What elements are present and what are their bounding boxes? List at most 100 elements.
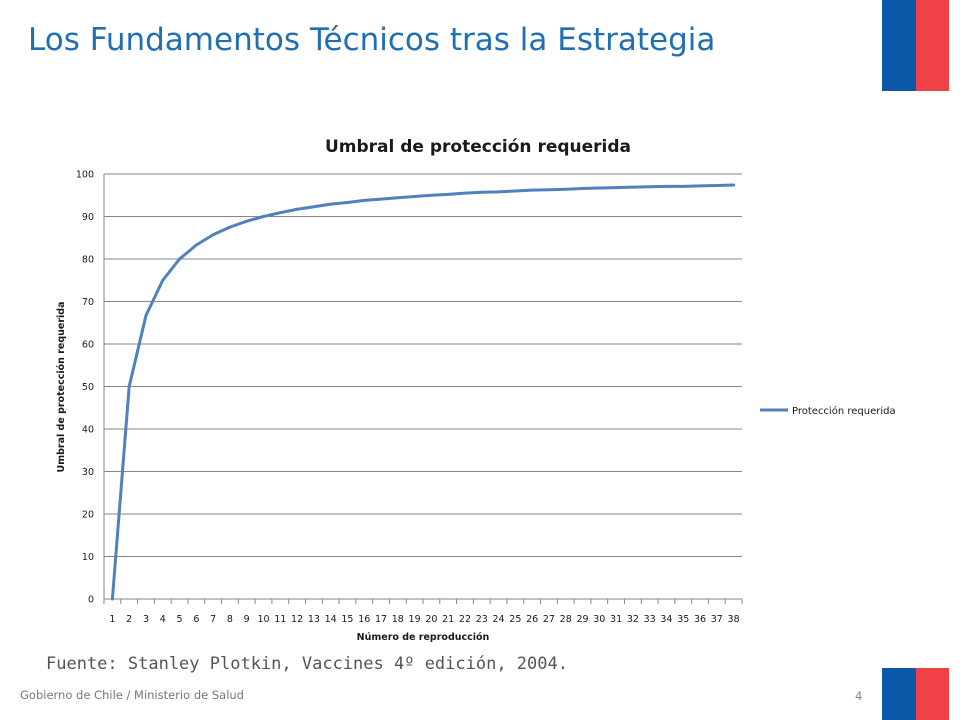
x-tick-label: 15 bbox=[341, 614, 353, 625]
x-tick-label: 6 bbox=[193, 614, 199, 625]
x-tick-label: 1 bbox=[109, 614, 115, 625]
x-tick-label: 36 bbox=[694, 614, 706, 625]
x-tick-label: 35 bbox=[677, 614, 689, 625]
data-point bbox=[715, 184, 719, 187]
y-axis-label: Umbral de protección requerida bbox=[56, 301, 67, 472]
x-tick-label: 17 bbox=[375, 614, 387, 625]
data-point bbox=[614, 186, 618, 190]
data-point bbox=[379, 197, 383, 201]
legend: Protección requerida bbox=[760, 405, 896, 417]
data-point bbox=[698, 184, 702, 188]
data-point bbox=[161, 278, 165, 282]
x-tick-label: 23 bbox=[476, 614, 488, 625]
data-point bbox=[631, 185, 635, 189]
data-point bbox=[262, 215, 265, 218]
x-tick-label: 18 bbox=[392, 614, 404, 625]
data-point bbox=[597, 186, 601, 190]
data-point bbox=[463, 191, 467, 195]
data-point bbox=[648, 185, 652, 189]
page-number: 4 bbox=[855, 689, 863, 703]
data-point bbox=[194, 243, 198, 247]
x-tick-label: 13 bbox=[308, 614, 320, 625]
data-point bbox=[581, 187, 584, 190]
y-tick-label: 80 bbox=[82, 255, 94, 266]
data-point bbox=[396, 196, 400, 200]
x-tick-label: 34 bbox=[660, 614, 672, 625]
x-tick-label: 4 bbox=[160, 614, 166, 625]
x-tick-label: 3 bbox=[143, 614, 149, 625]
chart-title: Umbral de protección requerida bbox=[325, 137, 631, 157]
legend-label: Protección requerida bbox=[792, 405, 896, 417]
data-point bbox=[329, 202, 333, 206]
gridlines bbox=[103, 173, 743, 604]
data-point bbox=[312, 205, 316, 209]
x-tick-label: 20 bbox=[425, 614, 437, 625]
data-point bbox=[732, 183, 736, 187]
x-tick-label: 8 bbox=[227, 614, 233, 625]
x-axis-label: Número de reproducción bbox=[357, 632, 490, 643]
x-tick-label: 33 bbox=[644, 614, 656, 625]
x-tick-label: 5 bbox=[177, 614, 183, 625]
x-tick-label: 2 bbox=[126, 614, 132, 625]
y-tick-label: 40 bbox=[82, 425, 94, 436]
data-point bbox=[144, 314, 148, 317]
x-tick-label: 28 bbox=[560, 614, 572, 625]
y-tick-label: 100 bbox=[76, 170, 94, 181]
x-axis-ticks: 1 2 3 4 5 6 7 8 9 10 11 12 13 14 15 16 17 18 19 20 21 22 23 24 2… bbox=[109, 614, 739, 625]
x-tick-label: 19 bbox=[409, 614, 421, 625]
x-tick-label: 16 bbox=[358, 614, 370, 625]
x-tick-label: 21 bbox=[442, 614, 454, 625]
flag-red-band bbox=[916, 668, 949, 720]
x-tick-label: 32 bbox=[627, 614, 639, 625]
data-point bbox=[178, 257, 181, 261]
data-point bbox=[446, 193, 450, 196]
data-point bbox=[413, 195, 417, 198]
flag-blue-band bbox=[882, 668, 916, 720]
chile-flag-stripe-top bbox=[882, 0, 949, 91]
data-point bbox=[547, 188, 551, 192]
y-tick-label: 60 bbox=[82, 340, 94, 351]
data-point bbox=[681, 184, 685, 188]
x-tick-label: 37 bbox=[711, 614, 723, 625]
x-tick-label: 11 bbox=[274, 614, 286, 625]
x-tick-label: 9 bbox=[244, 614, 250, 625]
data-point bbox=[480, 190, 484, 194]
y-tick-label: 70 bbox=[82, 297, 94, 308]
data-point bbox=[110, 597, 114, 601]
data-point bbox=[295, 207, 299, 211]
slide-title: Los Fundamentos Técnicos tras la Estrate… bbox=[28, 22, 716, 58]
data-point bbox=[513, 189, 517, 193]
x-tick-label: 31 bbox=[610, 614, 622, 625]
x-tick-label: 22 bbox=[459, 614, 471, 625]
y-tick-label: 90 bbox=[82, 212, 94, 223]
data-point bbox=[228, 225, 232, 229]
source-citation: Fuente: Stanley Plotkin, Vaccines 4º edi… bbox=[46, 654, 568, 674]
data-point bbox=[278, 211, 282, 215]
line-chart: Umbral de protección requerida 010203040… bbox=[56, 137, 896, 643]
y-tick-label: 50 bbox=[82, 382, 94, 393]
series-line bbox=[110, 183, 736, 601]
chile-flag-stripe-bottom bbox=[882, 668, 949, 720]
x-tick-label: 7 bbox=[210, 614, 216, 625]
data-point bbox=[127, 385, 131, 388]
data-point bbox=[362, 198, 366, 202]
x-tick-label: 29 bbox=[576, 614, 588, 625]
flag-blue-band bbox=[882, 0, 916, 91]
flag-red-band bbox=[916, 0, 949, 91]
x-tick-label: 30 bbox=[593, 614, 605, 625]
y-tick-label: 30 bbox=[82, 467, 94, 478]
x-tick-label: 14 bbox=[325, 614, 337, 625]
y-tick-label: 20 bbox=[82, 510, 94, 521]
x-tick-label: 38 bbox=[728, 614, 740, 625]
data-point bbox=[346, 201, 349, 204]
x-tick-label: 27 bbox=[543, 614, 555, 625]
data-point bbox=[497, 190, 500, 194]
x-tick-label: 24 bbox=[493, 614, 505, 625]
y-tick-label: 10 bbox=[82, 552, 94, 563]
data-point bbox=[245, 219, 249, 223]
x-tick-label: 26 bbox=[526, 614, 538, 625]
x-tick-label: 25 bbox=[509, 614, 521, 625]
x-tick-label: 10 bbox=[257, 614, 269, 625]
x-tick-label: 12 bbox=[291, 614, 303, 625]
data-point bbox=[665, 184, 668, 188]
